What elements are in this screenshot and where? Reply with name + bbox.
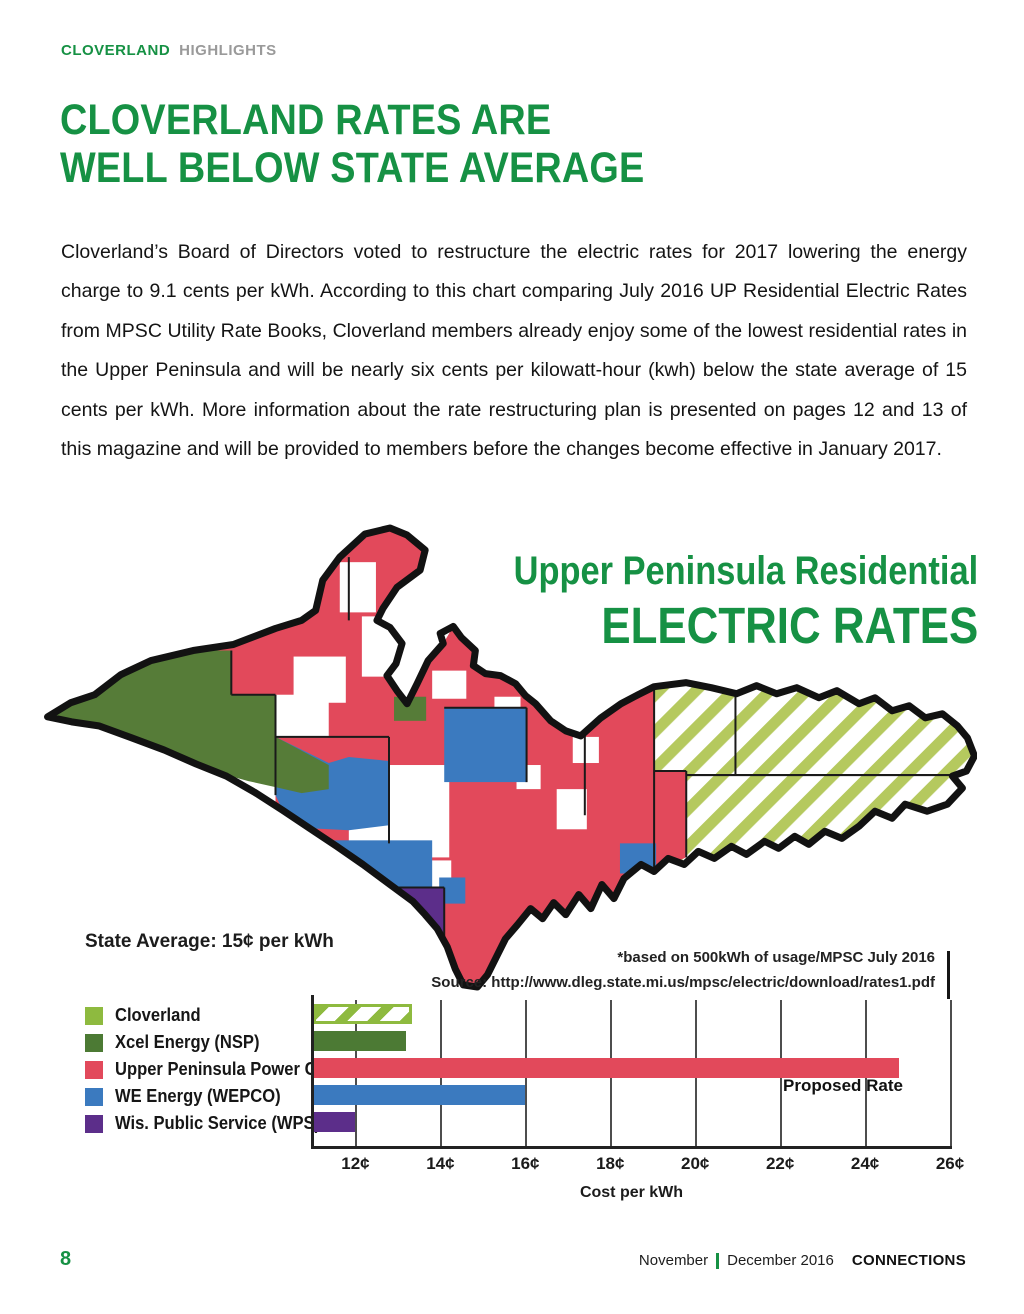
issue-month-1: November bbox=[638, 1252, 709, 1269]
source-rule bbox=[947, 951, 950, 999]
bar-we-energy-wepco bbox=[313, 1085, 526, 1105]
magazine-name: CONNECTIONS bbox=[851, 1252, 966, 1269]
map-outline bbox=[44, 524, 977, 991]
x-tick-16: 16¢ bbox=[511, 1154, 540, 1173]
article-title: CLOVERLAND RATES ARE WELL BELOW STATE AV… bbox=[60, 96, 724, 192]
x-tick-labels: 12¢ 14¢ 16¢ 18¢ 20¢ 22¢ 24¢ 26¢ bbox=[313, 1154, 964, 1174]
legend-row: Cloverland bbox=[85, 1002, 320, 1029]
article-title-line2: WELL BELOW STATE AVERAGE bbox=[60, 144, 645, 192]
up-map bbox=[44, 524, 977, 991]
figure-source: Source: http://www.dleg.state.mi.us/mpsc… bbox=[431, 974, 935, 991]
x-tick-26: 26¢ bbox=[935, 1154, 965, 1173]
x-tick-12: 12¢ bbox=[341, 1154, 370, 1173]
x-tick-22: 22¢ bbox=[765, 1154, 795, 1173]
legend-swatch bbox=[85, 1060, 103, 1079]
legend-swatch bbox=[85, 1033, 103, 1052]
x-tick-20: 20¢ bbox=[681, 1154, 710, 1173]
map-region-xcel bbox=[47, 650, 427, 794]
legend-label: Xcel Energy (NSP) bbox=[115, 1032, 260, 1052]
gridline-26 bbox=[950, 1000, 952, 1146]
proposed-rate-annotation: Proposed Rate bbox=[783, 1076, 903, 1095]
bar-cloverland bbox=[313, 1004, 413, 1024]
legend-label: Cloverland bbox=[115, 1005, 201, 1025]
bar-wis-public-service-wps bbox=[313, 1112, 356, 1132]
bar-plot bbox=[313, 1000, 952, 1146]
bar-xcel-energy-nsp bbox=[313, 1031, 407, 1051]
legend-label: Wis. Public Service (WPS) bbox=[115, 1113, 321, 1133]
x-tick-24: 24¢ bbox=[850, 1154, 880, 1173]
x-tick-14: 14¢ bbox=[426, 1154, 455, 1173]
x-tick-18: 18¢ bbox=[596, 1154, 625, 1173]
figure-title-line2: ELECTRIC RATES bbox=[601, 597, 978, 654]
issue-separator bbox=[716, 1252, 720, 1269]
legend-row: WE Energy (WEPCO) bbox=[85, 1083, 320, 1110]
legend-row: Upper Peninsula Power Co. bbox=[85, 1056, 331, 1083]
legend-swatch bbox=[85, 1006, 103, 1025]
map-region-cloverland bbox=[654, 682, 975, 872]
chart-x-axis bbox=[311, 1146, 952, 1149]
legend-row: Wis. Public Service (WPS) bbox=[85, 1110, 320, 1137]
page-number: 8 bbox=[60, 1248, 72, 1270]
legend-label: Upper Peninsula Power Co. bbox=[115, 1059, 332, 1079]
legend-label: WE Energy (WEPCO) bbox=[115, 1086, 281, 1106]
article-title-line1: CLOVERLAND RATES ARE bbox=[60, 96, 552, 144]
footer-issue: November December 2016 CONNECTIONS bbox=[639, 1252, 966, 1269]
issue-month-2: December 2016 bbox=[727, 1252, 834, 1269]
legend-swatch bbox=[85, 1114, 103, 1133]
legend-swatch bbox=[85, 1087, 103, 1106]
x-axis-title: Cost per kWh bbox=[579, 1184, 684, 1201]
section-name: HIGHLIGHTS bbox=[179, 42, 277, 59]
brand-name: CLOVERLAND bbox=[61, 42, 171, 59]
state-average-label: State Average: 15¢ per kWh bbox=[85, 931, 334, 952]
article-body: Cloverland’s Board of Directors voted to… bbox=[61, 240, 967, 461]
legend-row: Xcel Energy (NSP) bbox=[85, 1029, 320, 1056]
bar-upper-peninsula-power-co bbox=[313, 1058, 900, 1078]
page-kicker: CLOVERLAND HIGHLIGHTS bbox=[61, 42, 277, 59]
chart-y-axis bbox=[311, 995, 314, 1147]
figure-note: *based on 500kWh of usage/MPSC July 2016 bbox=[617, 949, 935, 966]
figure-title-line1: Upper Peninsula Residential bbox=[513, 549, 978, 593]
chart-legend: Cloverland Xcel Energy (NSP) Upper Peninsu… bbox=[85, 1002, 331, 1137]
map-county-lines bbox=[230, 557, 975, 956]
